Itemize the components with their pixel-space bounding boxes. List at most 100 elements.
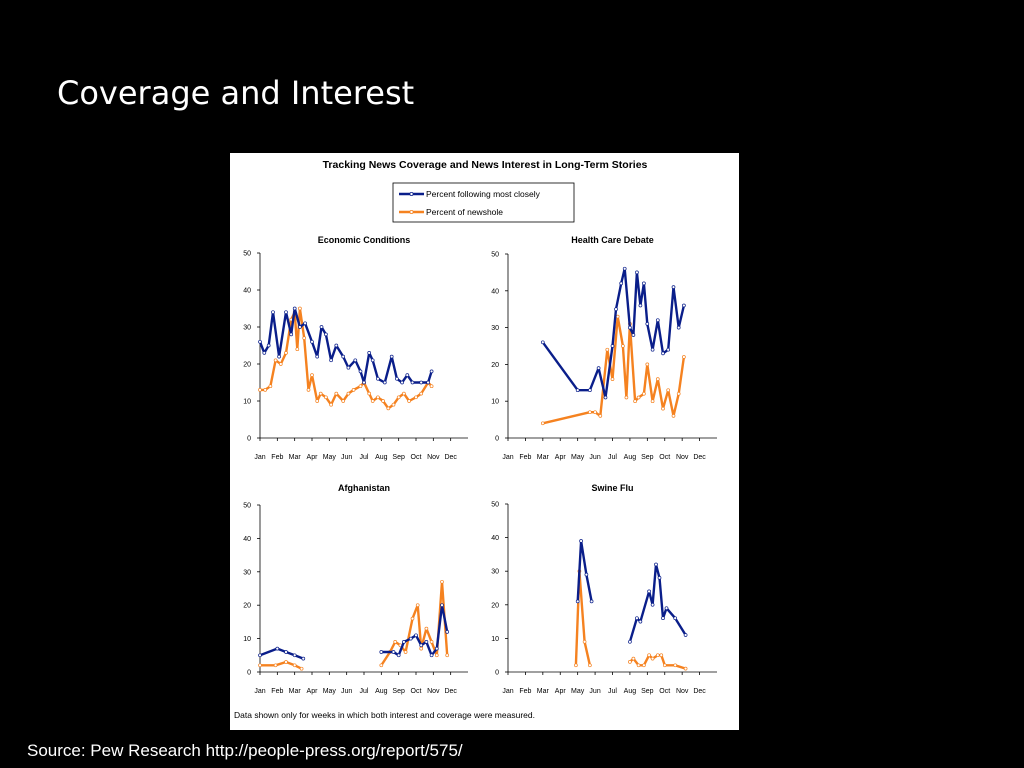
point-newshole-swine-flu	[683, 666, 688, 671]
x-tick-label-economic-conditions: Apr	[307, 454, 319, 461]
legend-label-following: Percent following most closely	[426, 189, 541, 199]
point-newshole-afghanistan	[292, 663, 297, 668]
point-following-health-care-debate	[575, 388, 580, 393]
point-newshole-economic-conditions	[414, 395, 418, 400]
x-tick-label-swine-flu: Mar	[537, 688, 550, 695]
point-following-health-care-debate	[619, 281, 624, 286]
point-following-economic-conditions	[382, 380, 387, 385]
point-following-economic-conditions	[324, 332, 328, 337]
x-tick-label-health-care-debate: Nov	[676, 454, 689, 461]
legend: Percent following most closely Percent o…	[392, 182, 575, 223]
point-following-health-care-debate	[682, 303, 686, 308]
point-newshole-swine-flu	[647, 653, 651, 658]
point-newshole-afghanistan	[299, 666, 304, 671]
point-newshole-economic-conditions	[391, 402, 396, 407]
point-following-economic-conditions	[358, 369, 363, 374]
point-newshole-health-care-debate	[645, 362, 650, 367]
panel-afghanistan: Afghanistan 0 10 20 30 40 50 Jan Feb Mar Apr May Jun…	[243, 483, 468, 695]
point-following-health-care-debate	[645, 322, 650, 326]
point-newshole-health-care-debate	[666, 388, 671, 393]
point-newshole-economic-conditions	[298, 306, 302, 311]
x-tick-label-swine-flu: Aug	[624, 688, 637, 695]
point-following-health-care-debate	[614, 307, 618, 312]
y-tick-label-health-care-debate: 50	[491, 252, 499, 259]
point-newshole-health-care-debate	[621, 344, 625, 348]
point-newshole-economic-conditions	[263, 388, 268, 392]
point-newshole-swine-flu	[655, 653, 660, 658]
point-newshole-health-care-debate	[636, 395, 641, 400]
x-tick-label-health-care-debate: Aug	[624, 454, 637, 461]
point-newshole-swine-flu	[582, 639, 587, 644]
x-tick-label-economic-conditions: Oct	[411, 454, 422, 461]
point-newshole-economic-conditions	[268, 384, 273, 389]
point-following-health-care-debate	[540, 340, 545, 345]
point-following-afghanistan	[445, 630, 450, 634]
x-tick-label-afghanistan: Apr	[307, 688, 319, 695]
y-tick-label-swine-flu: 0	[495, 670, 499, 677]
x-tick-label-economic-conditions: Jan	[254, 454, 265, 461]
point-newshole-afghanistan	[424, 626, 429, 631]
x-tick-label-afghanistan: Jul	[360, 688, 369, 695]
point-newshole-economic-conditions	[334, 391, 339, 396]
point-following-health-care-debate	[610, 344, 615, 348]
point-newshole-swine-flu	[650, 656, 655, 661]
x-tick-label-economic-conditions: Jul	[360, 454, 369, 461]
point-following-economic-conditions	[353, 358, 358, 363]
x-tick-label-swine-flu: Dec	[693, 688, 706, 695]
point-newshole-economic-conditions	[310, 373, 314, 377]
point-following-afghanistan	[284, 650, 288, 654]
x-tick-label-afghanistan: Mar	[289, 688, 302, 695]
x-tick-label-afghanistan: Oct	[411, 688, 422, 695]
point-newshole-economic-conditions	[346, 391, 351, 396]
point-newshole-economic-conditions	[302, 336, 307, 340]
point-newshole-economic-conditions	[358, 384, 363, 389]
x-tick-label-health-care-debate: Dec	[693, 454, 706, 461]
point-following-economic-conditions	[410, 380, 415, 385]
point-newshole-swine-flu	[659, 653, 664, 658]
point-newshole-health-care-debate	[624, 395, 629, 400]
point-newshole-afghanistan	[410, 616, 415, 621]
point-newshole-afghanistan	[429, 640, 434, 644]
point-following-swine-flu	[683, 633, 688, 637]
point-following-afghanistan	[292, 653, 297, 658]
y-tick-label-afghanistan: 10	[243, 636, 251, 643]
series-line-following-swine-flu	[576, 539, 593, 602]
point-newshole-swine-flu	[588, 663, 592, 668]
point-newshole-afghanistan	[419, 646, 424, 651]
point-following-afghanistan	[414, 633, 418, 638]
point-newshole-afghanistan	[415, 603, 420, 608]
x-tick-label-swine-flu: Feb	[519, 688, 531, 695]
x-tick-label-swine-flu: Oct	[659, 688, 670, 695]
point-following-health-care-debate	[671, 285, 676, 289]
point-following-economic-conditions	[298, 325, 302, 329]
x-tick-label-economic-conditions: Aug	[375, 454, 388, 461]
point-following-economic-conditions	[400, 380, 404, 385]
x-tick-label-health-care-debate: Oct	[659, 454, 670, 461]
y-tick-label-afghanistan: 20	[243, 603, 251, 610]
x-tick-label-afghanistan: Jun	[341, 688, 352, 695]
point-following-economic-conditions	[426, 380, 430, 385]
point-following-afghanistan	[258, 653, 262, 658]
y-tick-label-economic-conditions: 10	[243, 399, 251, 406]
y-tick-label-swine-flu: 20	[491, 602, 499, 609]
point-following-health-care-debate	[661, 351, 665, 356]
point-newshole-economic-conditions	[273, 358, 278, 363]
slide-title: Coverage and Interest	[57, 74, 415, 112]
point-newshole-economic-conditions	[407, 399, 411, 403]
point-newshole-economic-conditions	[341, 399, 346, 403]
x-tick-label-economic-conditions: Dec	[444, 454, 457, 461]
point-following-health-care-debate	[628, 325, 632, 330]
point-following-economic-conditions	[289, 332, 294, 337]
point-newshole-afghanistan	[440, 579, 444, 584]
point-following-economic-conditions	[303, 321, 307, 326]
point-following-economic-conditions	[292, 306, 297, 311]
series-line-following-swine-flu	[628, 563, 687, 643]
x-tick-label-swine-flu: Nov	[676, 688, 689, 695]
point-newshole-afghanistan	[445, 653, 450, 658]
point-newshole-health-care-debate	[593, 410, 597, 415]
point-newshole-afghanistan	[403, 650, 408, 654]
y-tick-label-swine-flu: 40	[491, 535, 499, 542]
point-following-economic-conditions	[346, 365, 351, 370]
legend-marker-following	[409, 192, 414, 197]
